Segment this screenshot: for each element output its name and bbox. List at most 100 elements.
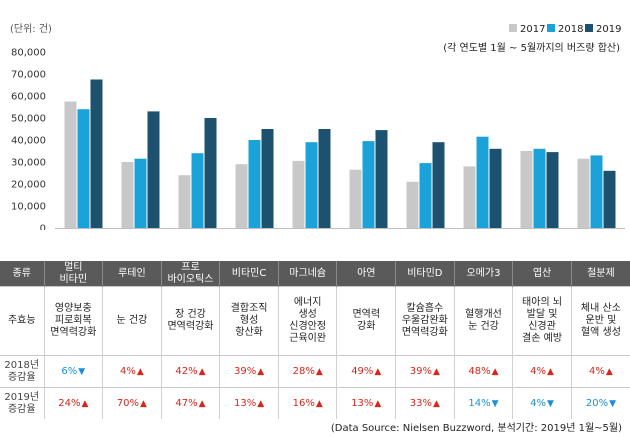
growth-cell: 47%▲	[161, 387, 221, 419]
growth-value: 4%	[119, 365, 136, 377]
growth-value: 39%	[234, 365, 257, 377]
up-triangle-icon: ▲	[257, 366, 265, 377]
growth-label: 2019년 증감율	[0, 387, 45, 419]
bar-2018-5	[362, 141, 375, 228]
unit-label: (단위: 건)	[10, 22, 52, 35]
product-name: 철분제	[571, 261, 630, 287]
effect-label: 주효능	[0, 286, 45, 356]
y-tick-label: 30,000	[11, 158, 46, 169]
growth-cell: 70%▲	[102, 387, 162, 419]
effect-cell: 에너지 생성 신경안정 근육이완	[278, 286, 338, 356]
growth-value: 33%	[409, 397, 433, 409]
y-tick-label: 60,000	[11, 92, 46, 103]
up-triangle-icon: ▲	[198, 366, 206, 377]
growth-cell: 13%▲	[336, 387, 397, 419]
up-triangle-icon: ▲	[136, 366, 144, 377]
y-tick-label: 20,000	[11, 180, 46, 191]
up-triangle-icon: ▲	[433, 398, 440, 409]
growth-value: 14%	[468, 397, 491, 409]
growth-label: 2018년 증감율	[0, 355, 45, 388]
bar-2018-3	[248, 140, 261, 228]
growth-cell: 20%▼	[571, 387, 630, 419]
growth-value: 16%	[292, 397, 315, 409]
y-tick-label: 70,000	[11, 70, 46, 81]
growth-cell: 48%▲	[454, 355, 514, 388]
effect-cell: 면역력 강화	[336, 286, 397, 356]
bar-2017-1	[121, 162, 134, 228]
product-name: 오메가3	[454, 261, 514, 287]
bar-2019-1	[147, 111, 160, 228]
growth-value: 47%	[175, 397, 198, 409]
effect-cell: 눈 건강	[102, 286, 162, 356]
growth-value: 4%	[589, 365, 605, 377]
bar-2017-0	[64, 101, 77, 228]
up-triangle-icon: ▲	[315, 398, 323, 409]
header-label: 종류	[0, 261, 45, 287]
growth-cell: 33%▲	[395, 387, 455, 419]
bar-2018-1	[134, 158, 147, 228]
chart-note: (각 연도별 1월 ~ 5월까지의 버즈량 합산)	[443, 42, 620, 54]
legend: 2017 2018 2019	[509, 24, 621, 35]
product-name: 아연	[336, 261, 397, 287]
bar-2017-3	[235, 164, 248, 228]
growth-cell: 13%▲	[219, 387, 279, 419]
bar-2017-2	[178, 175, 191, 228]
y-tick-label: 80,000	[11, 48, 46, 59]
effect-cell: 영양보충 피로회복 면역력강화	[44, 286, 104, 356]
effect-cell: 장 건강 면역력강화	[161, 286, 221, 356]
legend-label-2018: 2018	[558, 24, 583, 35]
growth-value: 48%	[468, 365, 491, 377]
up-triangle-icon: ▲	[81, 398, 89, 409]
bar-2019-3	[261, 129, 274, 228]
growth-cell: 4%▼	[512, 387, 572, 419]
up-triangle-icon: ▲	[374, 398, 382, 409]
bar-2018-9	[590, 155, 603, 228]
bar-2018-0	[77, 109, 90, 228]
growth-cell: 4%▲	[571, 355, 630, 388]
down-triangle-icon: ▼	[491, 398, 499, 409]
product-name: 엽산	[512, 261, 572, 287]
data-source: (Data Source: Nielsen Buzzword, 분석기간: 20…	[330, 423, 622, 434]
growth-value: 49%	[351, 365, 374, 377]
bar-2019-6	[432, 142, 445, 228]
product-name: 비타민D	[395, 261, 455, 287]
up-triangle-icon: ▲	[374, 366, 382, 377]
growth-cell: 24%▲	[44, 387, 104, 419]
up-triangle-icon: ▲	[547, 366, 554, 377]
legend-label-2017: 2017	[520, 24, 545, 35]
bar-2018-2	[191, 153, 204, 228]
up-triangle-icon: ▲	[491, 366, 499, 377]
bar-2018-8	[533, 148, 546, 228]
product-name: 루테인	[102, 261, 162, 287]
product-name: 멀티 비타민	[44, 261, 104, 287]
effect-cell: 태아의 뇌 발달 및 신경관 결손 예방	[512, 286, 572, 356]
bar-2019-4	[318, 129, 331, 228]
growth-value: 6%	[61, 365, 78, 377]
down-triangle-icon: ▼	[78, 366, 86, 377]
product-name: 프로 바이오틱스	[161, 261, 221, 287]
growth-cell: 4%▲	[102, 355, 162, 388]
growth-value: 42%	[175, 365, 198, 377]
growth-cell: 14%▼	[454, 387, 514, 419]
growth-cell: 4%▲	[512, 355, 572, 388]
growth-value: 20%	[585, 397, 609, 409]
growth-value: 4%	[530, 365, 547, 377]
effect-cell: 체내 산소 운반 및 혈액 생성	[571, 286, 630, 356]
growth-value: 4%	[530, 397, 547, 409]
bar-2017-9	[577, 158, 590, 228]
effect-cell: 결합조직 형성 항산화	[219, 286, 279, 356]
bar-2017-7	[463, 166, 476, 228]
growth-cell: 28%▲	[278, 355, 338, 388]
effect-cell: 혈행개선 눈 건강	[454, 286, 514, 356]
growth-cell: 6%▼	[44, 355, 104, 388]
bar-2019-5	[375, 130, 388, 228]
legend-label-2019: 2019	[596, 24, 621, 35]
bar-2017-6	[406, 181, 419, 228]
growth-cell: 49%▲	[336, 355, 397, 388]
bar-2018-6	[419, 163, 432, 228]
supplement-table: 종류 멀티 비타민 루테인 프로 바이오틱스 비타민C 마그네슘 아연 비타민D 오메가3 엽산 철…	[0, 261, 630, 419]
legend-swatch-2019	[585, 24, 593, 32]
y-axis: 0 10,000 20,000 30,000 40,000 50,000 60,000 70,…	[11, 48, 625, 230]
bar-2019-9	[603, 170, 616, 228]
growth-value: 13%	[351, 397, 374, 409]
